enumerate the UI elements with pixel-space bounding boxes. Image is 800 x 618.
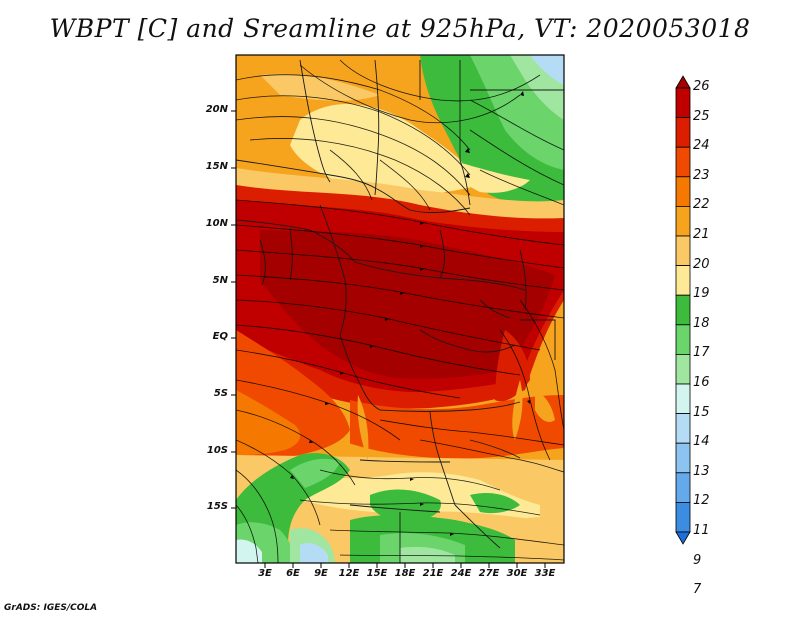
streamline-arrows — [290, 91, 530, 536]
colorbar-swatch — [675, 383, 691, 415]
lon-label: 24E — [450, 568, 472, 579]
country-borders — [236, 59, 564, 563]
colorbar-swatch — [675, 265, 691, 296]
lon-label: 15E — [366, 568, 388, 579]
lon-label: 9E — [314, 568, 328, 579]
colorbar-swatch — [675, 324, 691, 355]
lon-ticks — [264, 563, 546, 568]
lat-label: 10N — [205, 218, 228, 229]
lat-label: 15S — [206, 501, 228, 512]
colorbar-bottom-arrow — [675, 531, 691, 545]
colorbar — [675, 75, 691, 545]
colorbar-label: 26 — [693, 79, 710, 94]
colorbar-label: 16 — [693, 375, 710, 390]
colorbar-swatch — [675, 501, 691, 533]
colorbar-label: 22 — [693, 197, 710, 213]
colorbar-label: 18 — [693, 315, 710, 331]
lon-label: 21E — [422, 568, 444, 579]
colorbar-label: 17 — [693, 345, 710, 361]
credit-text: GrADS: IGES/COLA — [4, 603, 98, 613]
colorbar-swatch — [675, 235, 691, 267]
colorbar-swatch — [675, 176, 691, 207]
colorbar-swatch — [675, 117, 691, 148]
colorbar-top-arrow — [675, 75, 691, 89]
colorbar-swatch — [675, 442, 691, 474]
lon-label: 27E — [478, 568, 500, 579]
lat-label: 5S — [213, 388, 228, 399]
colorbar-swatch — [675, 87, 691, 119]
lat-ticks — [231, 110, 236, 509]
lat-label: 20N — [205, 104, 228, 115]
lon-label: 12E — [338, 568, 360, 579]
colorbar-label: 25 — [693, 108, 710, 124]
colorbar-label: 13 — [693, 463, 710, 479]
lon-label: 30E — [506, 568, 528, 579]
colorbar-swatch — [675, 472, 691, 503]
lon-label: 33E — [534, 568, 556, 579]
colorbar-label: 21 — [693, 227, 710, 242]
colorbar-swatch — [675, 294, 691, 326]
colorbar-label: 12 — [693, 493, 710, 509]
lat-label: EQ — [212, 331, 228, 342]
lat-label: 5N — [212, 275, 228, 286]
colorbar-swatch — [675, 146, 691, 178]
colorbar-label: 11 — [693, 523, 710, 538]
lon-label: 3E — [258, 568, 272, 579]
map-frame — [235, 54, 565, 564]
colorbar-label: 24 — [693, 138, 710, 154]
colorbar-swatch — [675, 353, 691, 385]
colorbar-swatch — [675, 205, 691, 237]
lat-label: 15N — [205, 161, 228, 172]
lon-label: 18E — [394, 568, 416, 579]
colorbar-label: 15 — [693, 404, 710, 420]
colorbar-label: 9 — [693, 552, 702, 568]
colorbar-label: 14 — [693, 434, 710, 450]
wbpt-field — [236, 55, 564, 563]
colorbar-label: 19 — [693, 286, 710, 302]
colorbar-label: 23 — [693, 167, 710, 183]
map-title: WBPT [C] and Sreamline at 925hPa, VT: 20… — [49, 14, 751, 43]
colorbar-label: 7 — [693, 582, 702, 598]
lon-label: 6E — [286, 568, 300, 579]
colorbar-label: 20 — [693, 256, 710, 272]
lat-label: 10S — [206, 445, 228, 456]
colorbar-swatch — [675, 413, 691, 444]
